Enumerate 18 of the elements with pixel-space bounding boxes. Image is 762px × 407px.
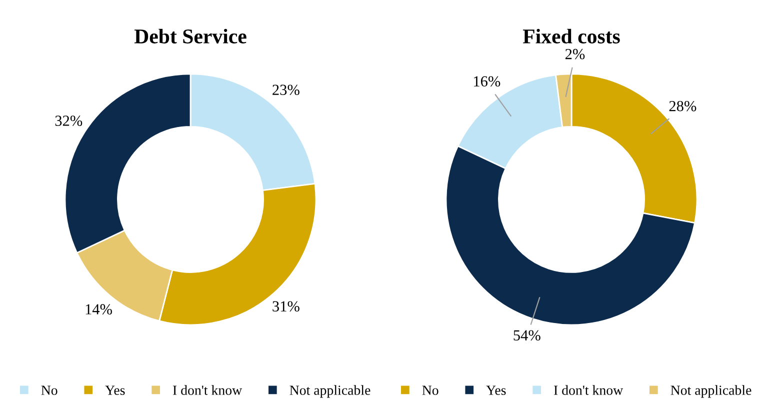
legend-label: I don't know	[172, 385, 242, 395]
legend-label: Yes	[105, 386, 125, 395]
legend-label: No	[422, 386, 438, 395]
data-label: 32%	[55, 116, 82, 126]
data-label: 31%	[272, 301, 300, 312]
legend-label: Not applicable	[290, 385, 370, 398]
data-label: 14%	[86, 304, 112, 314]
data-label: 28%	[669, 100, 696, 112]
legend-label: No	[41, 386, 58, 395]
legend-label: I don't know	[554, 385, 624, 395]
data-label: 16%	[474, 76, 500, 87]
legend-label: Yes	[486, 386, 506, 395]
data-label: 2%	[565, 48, 585, 60]
data-label: 54%	[514, 330, 540, 341]
chart-title: Fixed costs	[522, 28, 620, 44]
legend-label: Not applicable	[670, 385, 752, 398]
data-label: 23%	[272, 84, 300, 96]
chart-title: Debt Service	[134, 28, 246, 44]
